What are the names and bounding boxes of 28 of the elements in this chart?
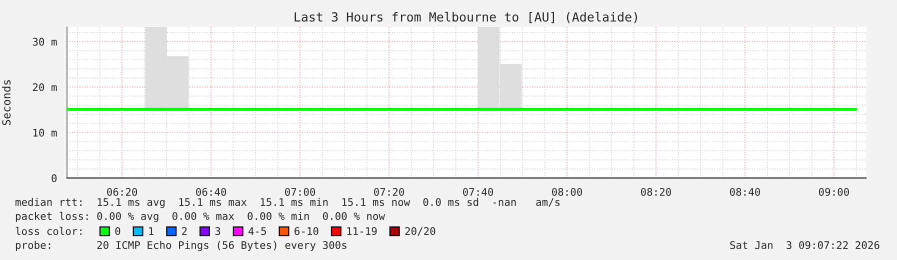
legend-label: 3 xyxy=(215,227,220,236)
x-tick-label: 06:40 xyxy=(196,188,226,196)
y-tick-label: 20 m xyxy=(32,83,57,92)
x-tick-label: 09:00 xyxy=(818,188,849,196)
text: median rtt: 15.1 ms avg 15.1 ms max 15.1 ms min 15.1 ms now 0.0 ms sd -nan am/s xyxy=(16,198,560,208)
legend-label: 20/20 xyxy=(405,227,436,236)
y-tick-label: 0 xyxy=(52,174,57,182)
legend-label: 4-5 xyxy=(248,227,266,236)
chart-title: Last 3 Hours from Melbourne to [AU] (Adelaide) xyxy=(294,12,637,24)
x-tick-label: 06:20 xyxy=(107,188,138,196)
legend-label: 6-10 xyxy=(294,227,318,236)
legend-label: 2 xyxy=(182,227,187,235)
x-tick-label: 08:00 xyxy=(552,188,582,196)
legend-title: loss color: xyxy=(16,226,82,236)
text: Sat Jan 3 09:07:22 2026 xyxy=(730,241,880,250)
x-tick-label: 07:20 xyxy=(374,188,404,196)
x-tick-label: 07:00 xyxy=(285,188,316,196)
legend-label: 0 xyxy=(115,227,120,236)
y-tick-label: 30 m xyxy=(32,38,57,46)
text: probe: 20 ICMP Echo Pings (56 Bytes) every 300s xyxy=(16,240,346,252)
x-tick-label: 08:20 xyxy=(640,188,671,196)
legend-label: 11-19 xyxy=(347,227,377,236)
x-tick-label: 08:40 xyxy=(730,188,760,196)
x-tick-label: 07:40 xyxy=(463,188,494,196)
legend-label: 1 xyxy=(149,227,154,235)
text: packet loss: 0.00 % avg 0.00 % max 0.00 % min 0.00 % now xyxy=(16,212,386,222)
y-axis-title: Seconds xyxy=(2,80,11,126)
y-tick-label: 10 m xyxy=(33,128,57,137)
